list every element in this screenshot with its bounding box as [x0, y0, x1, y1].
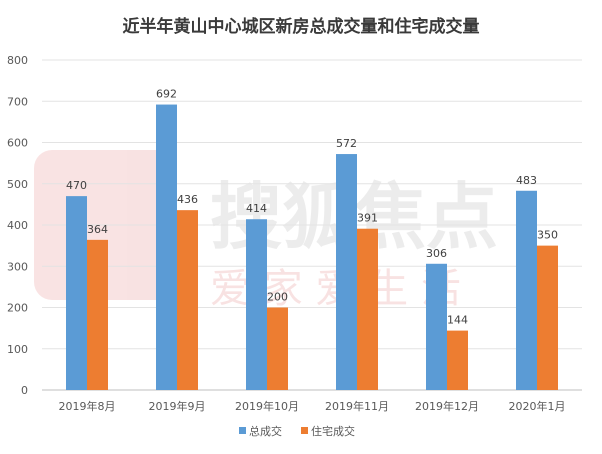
bar-residential [177, 210, 198, 390]
data-label: 306 [426, 247, 447, 260]
y-axis-ticks: 0 100 200 300 400 500 600 700 800 [7, 54, 28, 397]
bar-residential [87, 239, 108, 390]
data-label: 692 [156, 88, 177, 101]
x-category-label: 2019年11月 [325, 399, 389, 413]
chart-title: 近半年黄山中心城区新房总成交量和住宅成交量 [123, 16, 480, 37]
legend-swatch [301, 427, 308, 434]
bar-total [66, 196, 87, 390]
data-labels: 470 364 692 436 414 200 572 391 306 144 483 350 [66, 88, 558, 327]
x-category-label: 2019年12月 [415, 399, 479, 413]
y-tick-label: 100 [7, 343, 28, 356]
bar-total [246, 219, 267, 390]
bar-residential [447, 330, 468, 390]
data-label: 144 [447, 314, 468, 327]
y-tick-label: 200 [7, 302, 28, 315]
x-category-label: 2020年1月 [509, 399, 566, 413]
x-category-label: 2019年9月 [149, 399, 206, 413]
y-tick-label: 800 [7, 54, 28, 67]
data-label: 414 [246, 202, 267, 215]
y-tick-label: 400 [7, 219, 28, 232]
bar-total [426, 263, 447, 390]
bar-residential [267, 307, 288, 390]
legend: 总成交 住宅成交 [239, 424, 355, 438]
data-label: 200 [267, 291, 288, 304]
bars [66, 104, 558, 391]
x-category-label: 2019年8月 [59, 399, 116, 413]
x-category-label: 2019年10月 [235, 399, 299, 413]
legend-swatch [239, 427, 246, 434]
legend-label: 住宅成交 [311, 424, 355, 438]
x-axis-categories: 2019年8月 2019年9月 2019年10月 2019年11月 2019年12月 20… [59, 399, 566, 413]
bar-total [336, 154, 357, 390]
bar-residential [357, 228, 378, 390]
data-label: 483 [516, 174, 537, 187]
data-label: 572 [336, 137, 357, 150]
data-label: 436 [177, 193, 198, 206]
data-label: 470 [66, 179, 87, 192]
data-label: 391 [357, 212, 378, 225]
bar-residential [537, 245, 558, 390]
gridlines [42, 59, 582, 391]
y-tick-label: 600 [7, 137, 28, 150]
bar-total [516, 190, 537, 390]
data-label: 364 [87, 223, 108, 236]
y-tick-label: 0 [21, 384, 28, 397]
legend-label: 总成交 [249, 424, 282, 438]
y-tick-label: 300 [7, 260, 28, 273]
y-tick-label: 500 [7, 178, 28, 191]
bar-total [156, 104, 177, 391]
data-label: 350 [537, 229, 558, 242]
y-tick-label: 700 [7, 95, 28, 108]
